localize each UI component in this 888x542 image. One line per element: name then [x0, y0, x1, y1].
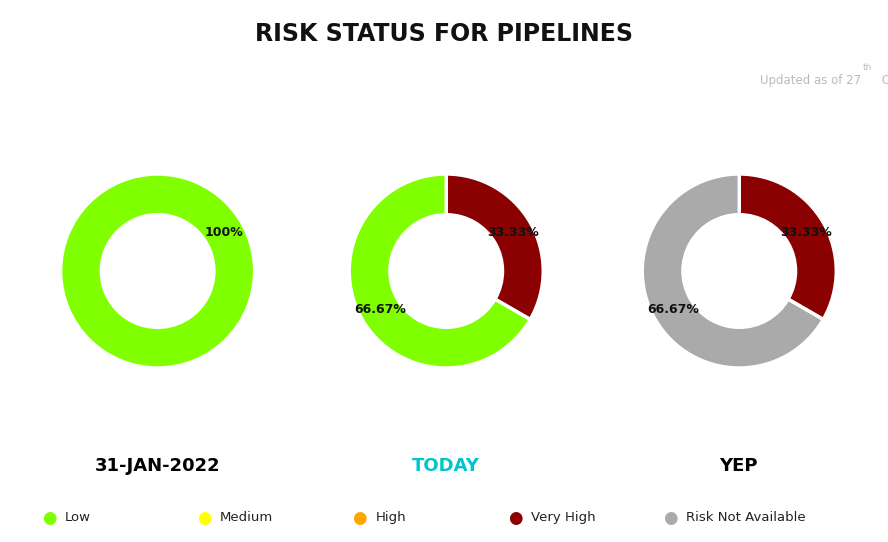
Text: 33.33%: 33.33%: [487, 226, 538, 239]
Wedge shape: [349, 174, 530, 368]
Wedge shape: [739, 174, 836, 319]
Text: ●: ●: [508, 508, 522, 527]
Text: 66.67%: 66.67%: [647, 303, 699, 316]
Text: 31-JAN-2022: 31-JAN-2022: [95, 457, 221, 475]
Text: ●: ●: [663, 508, 678, 527]
Wedge shape: [642, 174, 823, 368]
Text: ●: ●: [353, 508, 367, 527]
Text: 66.67%: 66.67%: [354, 303, 406, 316]
Text: Very High: Very High: [531, 511, 596, 524]
Wedge shape: [446, 174, 543, 319]
Text: Oct 2022: Oct 2022: [878, 74, 888, 87]
Text: 100%: 100%: [204, 226, 243, 239]
Text: Medium: Medium: [220, 511, 274, 524]
Text: 33.33%: 33.33%: [780, 226, 831, 239]
Text: YEP: YEP: [719, 457, 758, 475]
Text: th: th: [862, 63, 872, 73]
Text: ●: ●: [42, 508, 56, 527]
Text: Low: Low: [65, 511, 91, 524]
Text: Risk Not Available: Risk Not Available: [686, 511, 806, 524]
Text: ●: ●: [197, 508, 211, 527]
Text: TODAY: TODAY: [412, 457, 480, 475]
Text: Updated as of 27: Updated as of 27: [760, 74, 861, 87]
Text: High: High: [376, 511, 406, 524]
Text: RISK STATUS FOR PIPELINES: RISK STATUS FOR PIPELINES: [255, 22, 633, 46]
Wedge shape: [60, 174, 255, 368]
